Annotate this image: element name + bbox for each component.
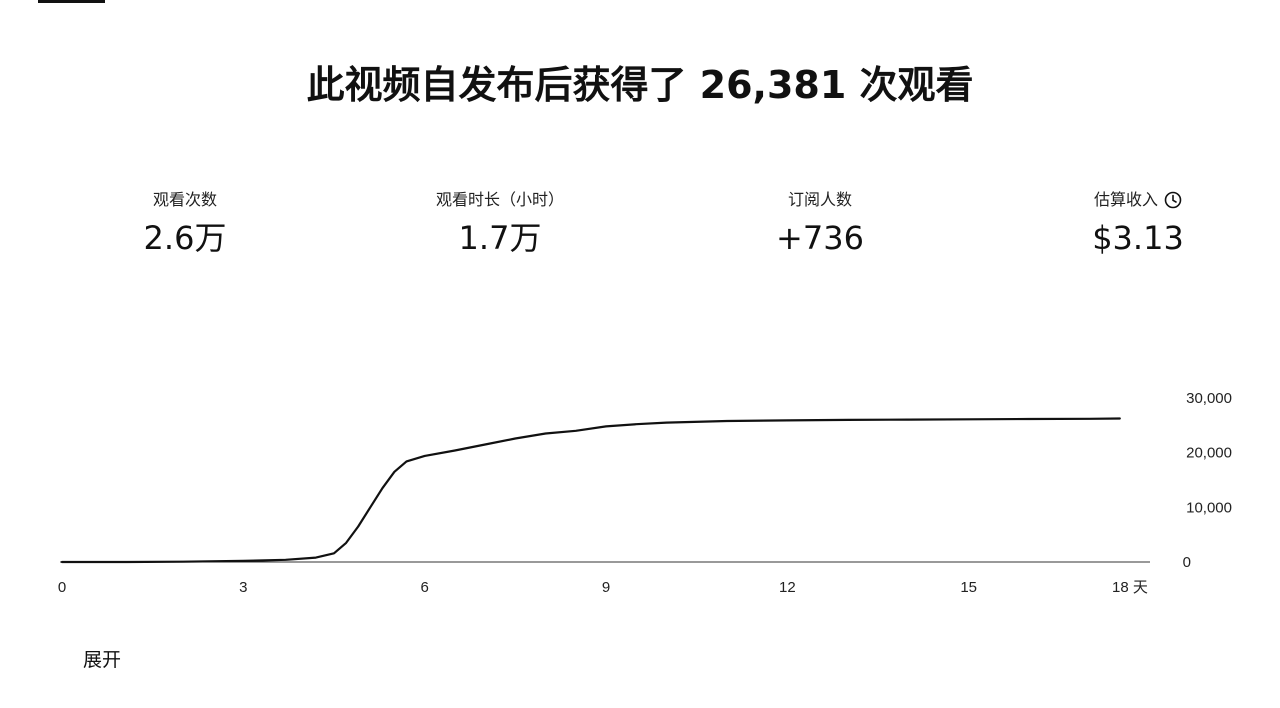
metric-subscribers[interactable]: 订阅人数 +736	[700, 188, 940, 258]
metric-value: 1.7万	[458, 219, 542, 257]
x-tick-label: 12	[779, 579, 796, 596]
x-tick-label: 0	[58, 579, 66, 596]
x-tick-label: 6	[420, 579, 428, 596]
x-tick-label: 3	[239, 579, 247, 596]
metric-value: $3.13	[1092, 219, 1184, 257]
x-tick-label: 18 天	[1112, 579, 1148, 596]
clock-icon	[1164, 191, 1182, 209]
expand-link[interactable]: 展开	[83, 649, 122, 671]
y-tick-label: 30,000	[1186, 390, 1232, 407]
metric-label: 订阅人数	[787, 190, 852, 209]
x-tick-label: 9	[602, 579, 610, 596]
views-chart: 0 3 6 9 12 15 18 天 0 10,000 20,000 30,000	[0, 370, 1280, 610]
metric-label: 估算收入	[1094, 188, 1182, 212]
metric-label: 观看次数	[152, 190, 217, 209]
metric-value: +736	[776, 219, 864, 257]
chart-svg: 0 3 6 9 12 15 18 天 0 10,000 20,000 30,000	[58, 390, 1232, 596]
metric-watch-time[interactable]: 观看时长（小时） 1.7万	[380, 188, 620, 258]
metric-value: 2.6万	[143, 219, 227, 257]
y-tick-label: 0	[1183, 554, 1191, 571]
metric-label: 观看时长（小时）	[435, 190, 564, 209]
metric-revenue[interactable]: 估算收入 $3.13	[1018, 188, 1258, 258]
y-tick-label: 10,000	[1186, 499, 1232, 516]
page-title: 此视频自发布后获得了 26,381 次观看	[306, 63, 974, 107]
metric-views[interactable]: 观看次数 2.6万	[65, 188, 305, 258]
series-line	[60, 417, 1121, 564]
y-tick-label: 20,000	[1186, 445, 1232, 462]
top-rule	[38, 0, 105, 3]
x-tick-label: 15	[960, 579, 977, 596]
